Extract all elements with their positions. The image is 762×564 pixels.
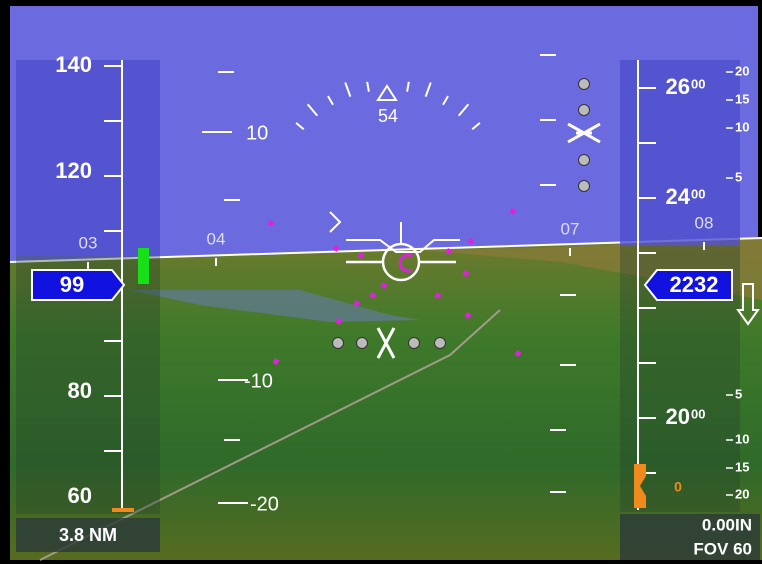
- vs-label: 15: [735, 459, 749, 474]
- waypoint-symbol: [567, 122, 601, 144]
- pathway-marker: [434, 292, 442, 299]
- altitude-box: [643, 269, 733, 301]
- heading-tick: [366, 81, 370, 92]
- dot: [332, 337, 344, 349]
- altitude-tape: [620, 60, 740, 246]
- pathway-marker: [445, 248, 453, 255]
- vs-label: 5: [735, 386, 742, 401]
- vs-current: 0: [674, 479, 682, 495]
- heading-tick: [344, 82, 352, 97]
- vs-label: 15: [735, 91, 749, 106]
- terrain: [10, 238, 762, 560]
- heading-tick: [306, 103, 319, 117]
- dot: [408, 337, 420, 349]
- pitch-ladder: 10 -10 -20: [202, 54, 576, 515]
- altitude-label-small: 00: [691, 406, 705, 421]
- pitch-label: 10: [246, 122, 268, 144]
- vs-label: 20: [735, 63, 749, 78]
- current-airspeed: 99: [60, 272, 84, 297]
- distance-box: [16, 518, 160, 552]
- heading-pointer: [376, 84, 398, 101]
- pathway-marker: [462, 270, 470, 277]
- dot: [578, 78, 590, 90]
- vs-label: 10: [735, 119, 749, 134]
- heading-tick: [471, 122, 481, 131]
- vs-indicator: [634, 464, 646, 508]
- altitude-label: 26: [666, 74, 690, 99]
- distance: 3.8 NM: [59, 525, 117, 545]
- current-altitude: 2232: [670, 272, 719, 297]
- dot: [578, 104, 590, 116]
- pathway-marker: [369, 292, 377, 299]
- airspeed-tape: [16, 60, 160, 256]
- heading-tick: [327, 95, 334, 106]
- vs-label: 10: [735, 431, 749, 446]
- airspeed-label: 80: [68, 378, 92, 403]
- airspeed-label: 120: [55, 158, 92, 183]
- airspeed-label: 140: [55, 52, 92, 77]
- dot: [578, 180, 590, 192]
- altitude-label: 24: [666, 184, 691, 209]
- speed-marker: [112, 508, 134, 512]
- heading-mark-label: 08: [695, 213, 714, 232]
- heading-tick: [457, 103, 470, 117]
- pathway-marker: [267, 220, 275, 227]
- dot: [434, 337, 446, 349]
- flight-director: [398, 253, 413, 273]
- vs-label: 5: [735, 169, 742, 184]
- heading-tick: [406, 81, 410, 92]
- dot: [356, 337, 368, 349]
- altitude-label-small: 00: [691, 186, 705, 201]
- barometer: 0.00IN: [702, 515, 752, 534]
- speed-trend: [138, 248, 149, 284]
- heading-mark-label: 07: [561, 219, 580, 238]
- pathway-marker: [332, 244, 340, 252]
- road: [39, 309, 501, 561]
- pitch-label: -10: [244, 370, 273, 392]
- altitude-label-small: 00: [691, 76, 705, 91]
- pathway-markers: [267, 207, 522, 365]
- water: [130, 290, 420, 322]
- pathway-marker: [514, 350, 522, 357]
- heading-tick: [295, 122, 305, 131]
- pathway-marker: [380, 282, 388, 289]
- heading-marks: 03 04 07 08: [79, 213, 714, 270]
- aircraft-symbol: [346, 239, 460, 253]
- fov: FOV 60: [693, 539, 752, 558]
- heading-mark-label: 04: [207, 229, 226, 248]
- vs-arrow: [736, 283, 760, 326]
- chevron: [329, 211, 342, 233]
- pathway-marker: [357, 252, 365, 259]
- pathway-marker: [467, 238, 475, 245]
- pathway-marker: [509, 207, 517, 215]
- terrain-ridge: [420, 238, 762, 300]
- airspeed-label: 60: [68, 483, 92, 508]
- pathway-marker: [353, 300, 361, 307]
- heading-tick: [424, 82, 432, 97]
- waypoint-symbol: [376, 327, 396, 359]
- heading: 54: [378, 106, 398, 126]
- heading-tick: [442, 95, 449, 106]
- glide-dots: [332, 78, 601, 359]
- pathway-marker: [335, 318, 343, 325]
- heading-mark-label: 03: [79, 233, 98, 252]
- airspeed-box: [31, 269, 126, 301]
- pitch-label: -20: [250, 493, 279, 515]
- info-box: [620, 514, 760, 560]
- pathway-marker: [464, 312, 472, 319]
- pathway-marker: [272, 357, 280, 365]
- heading-scale: [295, 81, 481, 131]
- altitude-label: 20: [666, 404, 690, 429]
- vs-label: 20: [735, 486, 749, 501]
- dot: [578, 154, 590, 166]
